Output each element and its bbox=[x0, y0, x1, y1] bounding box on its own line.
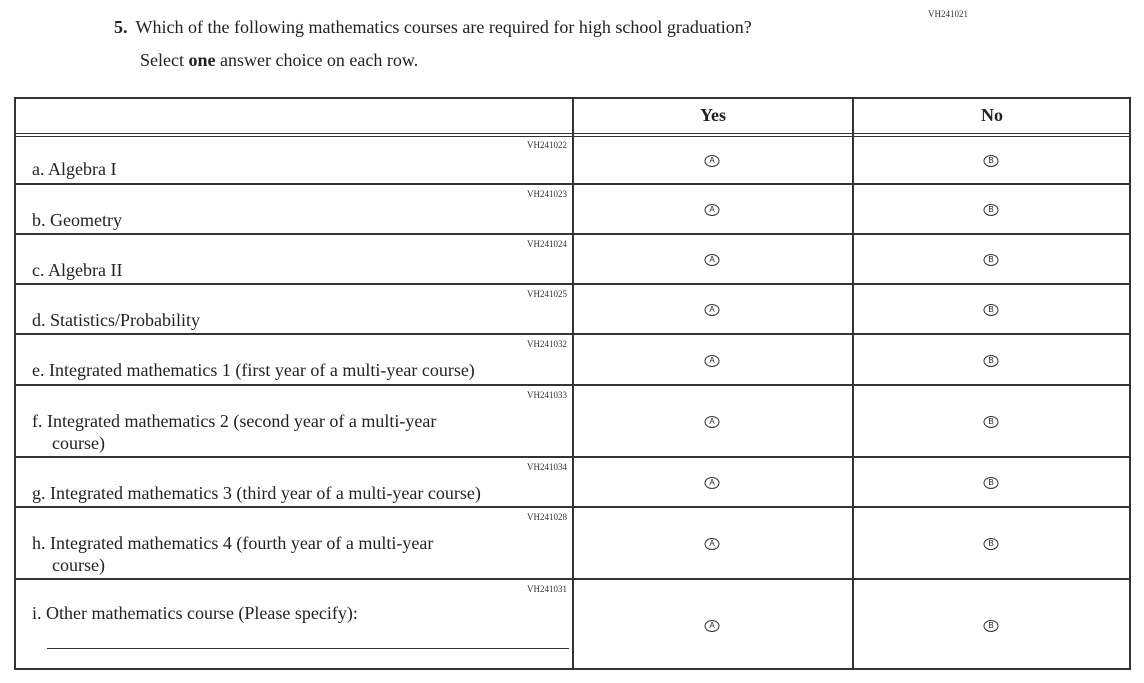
column-divider bbox=[852, 99, 854, 668]
yes-radio-bubble[interactable]: A bbox=[704, 154, 720, 167]
item-label: c. Algebra II bbox=[32, 259, 542, 281]
yes-radio-bubble[interactable]: A bbox=[704, 416, 720, 428]
yes-radio-bubble[interactable]: A bbox=[704, 304, 720, 316]
item-label-line: g. Integrated mathematics 3 (third year … bbox=[32, 483, 481, 503]
item-code: VH241033 bbox=[527, 390, 567, 400]
item-code: VH241023 bbox=[527, 189, 567, 199]
question-prompt: Which of the following mathematics cours… bbox=[135, 17, 752, 37]
item-label-line: c. Algebra II bbox=[32, 260, 123, 280]
item-label-line: i. Other mathematics course (Please spec… bbox=[32, 603, 358, 623]
no-radio-bubble[interactable]: B bbox=[983, 204, 999, 216]
specify-input-line[interactable] bbox=[47, 648, 569, 649]
no-radio-bubble[interactable]: B bbox=[983, 477, 999, 489]
item-label-line: f. Integrated mathematics 2 (second year… bbox=[32, 411, 437, 431]
no-radio-bubble[interactable]: B bbox=[983, 354, 999, 367]
item-label-line: course) bbox=[52, 433, 105, 453]
item-label: e. Integrated mathematics 1 (first year … bbox=[32, 359, 542, 381]
yes-radio-bubble[interactable]: A bbox=[704, 254, 720, 266]
item-label: f. Integrated mathematics 2 (second year… bbox=[32, 410, 542, 454]
item-label-line: h. Integrated mathematics 4 (fourth year… bbox=[32, 533, 434, 553]
question-id: VH241021 bbox=[928, 9, 968, 19]
item-label: d. Statistics/Probability bbox=[32, 309, 542, 331]
item-code: VH241028 bbox=[527, 512, 567, 522]
item-label-line: b. Geometry bbox=[32, 210, 122, 230]
yes-radio-bubble[interactable]: A bbox=[704, 204, 720, 216]
instruction-pre: Select bbox=[140, 50, 189, 70]
item-code: VH241031 bbox=[527, 584, 567, 594]
item-code: VH241025 bbox=[527, 289, 567, 299]
yes-radio-bubble[interactable]: A bbox=[704, 538, 720, 550]
item-label: i. Other mathematics course (Please spec… bbox=[32, 602, 542, 624]
yes-radio-bubble[interactable]: A bbox=[704, 477, 720, 489]
column-header-yes: Yes bbox=[700, 105, 726, 125]
item-code: VH241022 bbox=[527, 140, 567, 150]
item-label-line: d. Statistics/Probability bbox=[32, 310, 201, 330]
no-radio-bubble[interactable]: B bbox=[983, 416, 999, 428]
no-radio-bubble[interactable]: B bbox=[983, 538, 999, 550]
column-header-no: No bbox=[981, 105, 1003, 125]
yes-radio-bubble[interactable]: A bbox=[704, 354, 720, 367]
no-radio-bubble[interactable]: B bbox=[983, 620, 999, 632]
instruction-bold: one bbox=[188, 50, 216, 70]
instruction-post: answer choice on each row. bbox=[215, 50, 419, 70]
no-radio-bubble[interactable]: B bbox=[983, 304, 999, 316]
item-label: h. Integrated mathematics 4 (fourth year… bbox=[32, 532, 542, 576]
item-label: a. Algebra I bbox=[32, 158, 542, 180]
no-radio-bubble[interactable]: B bbox=[983, 254, 999, 266]
question-text: 5. Which of the following mathematics cou… bbox=[114, 17, 752, 38]
question-number: 5. bbox=[114, 17, 128, 37]
item-label-line: a. Algebra I bbox=[32, 159, 117, 179]
item-code: VH241024 bbox=[527, 239, 567, 249]
no-radio-bubble[interactable]: B bbox=[983, 154, 999, 167]
table-row: VH241031 i. Other mathematics course (Pl… bbox=[16, 580, 1129, 670]
item-label: b. Geometry bbox=[32, 209, 542, 231]
item-label-line: course) bbox=[52, 555, 105, 575]
item-code: VH241034 bbox=[527, 462, 567, 472]
column-divider bbox=[572, 99, 574, 668]
item-label-line: e. Integrated mathematics 1 (first year … bbox=[32, 360, 475, 380]
item-label: g. Integrated mathematics 3 (third year … bbox=[32, 482, 542, 504]
instruction: Select one answer choice on each row. bbox=[140, 50, 418, 71]
yes-radio-bubble[interactable]: A bbox=[704, 620, 720, 632]
item-code: VH241032 bbox=[527, 339, 567, 349]
